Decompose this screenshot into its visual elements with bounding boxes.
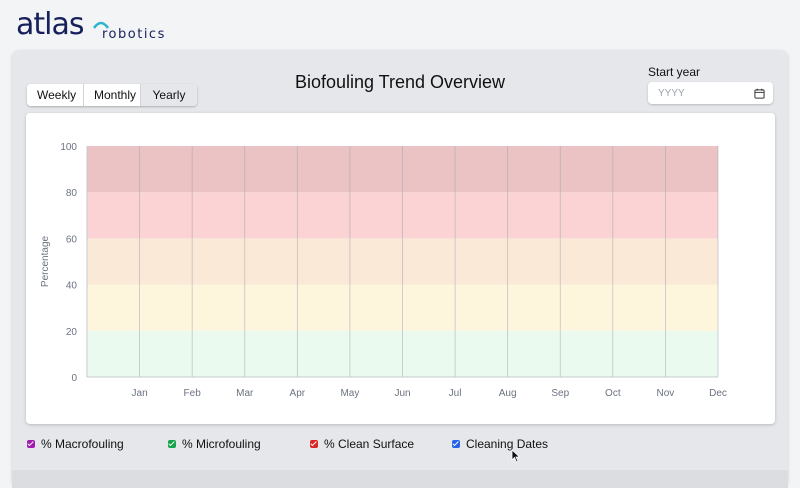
y-tick-label: 20 [66,327,78,338]
y-tick-label: 40 [66,281,78,292]
x-tick-label: May [340,388,359,399]
page-title: Biofouling Trend Overview [294,72,506,92]
x-tick-label: Jun [394,388,410,399]
monthly-button[interactable]: Monthly [84,84,141,106]
legend-cleaning-dates[interactable]: Cleaning Dates [452,437,548,451]
x-tick-label: Apr [290,388,306,399]
chart-panel: 0 20 40 60 80 100 Jan Feb Mar Apr May Jun Jul Aug Sep O… [26,113,775,424]
microfouling-checkbox[interactable] [168,440,176,448]
logo-subtext: robotics [102,27,166,42]
x-tick-label: Nov [657,388,675,399]
y-axis-label: Percentage [40,235,51,287]
weekly-button[interactable]: Weekly [27,84,84,106]
start-year-field[interactable] [648,82,773,104]
legend-macrofouling[interactable]: % Macrofouling [27,437,124,451]
legend-clean-surface[interactable]: % Clean Surface [310,437,414,451]
x-tick-label: Oct [605,388,621,399]
start-year-label: Start year [648,65,701,79]
y-tick-label: 100 [60,142,77,153]
cleaning-dates-checkbox[interactable] [452,440,460,448]
x-tick-label: Feb [184,388,202,399]
y-tick-label: 60 [66,234,78,245]
brand-logo: atlas robotics [16,8,176,42]
macrofouling-checkbox[interactable] [27,440,35,448]
calendar-icon[interactable] [754,88,765,99]
x-tick-label: Sep [551,388,569,399]
biofouling-chart: 0 20 40 60 80 100 Jan Feb Mar Apr May Jun Jul Aug Sep O… [40,142,727,399]
logo-text: atlas [16,8,84,42]
mouse-pointer-icon [511,449,521,463]
view-toggle: Weekly Monthly Yearly [27,84,197,106]
chart-legend: % Macrofouling % Microfouling % Clean Su… [0,437,800,451]
legend-label: % Microfouling [182,437,261,451]
clean-surface-checkbox[interactable] [310,440,318,448]
legend-label: % Macrofouling [41,437,124,451]
y-tick-label: 0 [71,373,77,384]
x-tick-label: Mar [236,388,254,399]
legend-label: % Clean Surface [324,437,415,451]
footer-strip [12,470,788,488]
x-tick-label: Dec [709,388,727,399]
y-tick-label: 80 [66,188,78,199]
legend-label: Cleaning Dates [466,437,549,451]
x-tick-label: Jan [132,388,148,399]
x-tick-label: Aug [499,388,517,399]
logo-swoosh [92,21,110,29]
legend-microfouling[interactable]: % Microfouling [168,437,261,451]
x-tick-label: Jul [449,388,462,399]
yearly-button[interactable]: Yearly [141,84,197,106]
start-year-input[interactable] [656,86,750,100]
